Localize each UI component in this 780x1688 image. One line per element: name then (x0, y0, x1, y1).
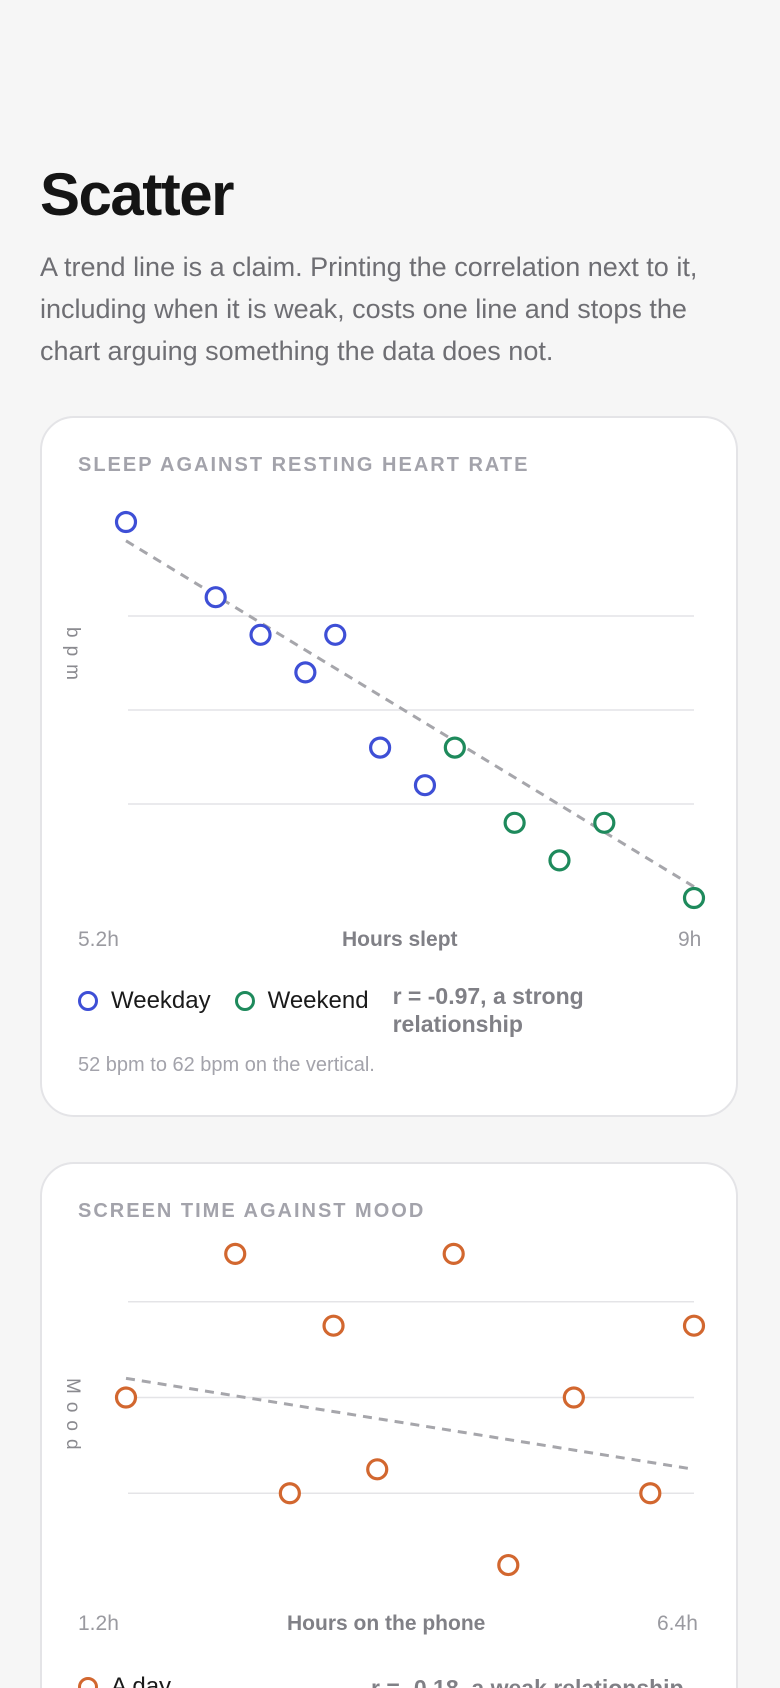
scatter-plot-sleep: bpm (62, 510, 706, 910)
page-intro: A trend line is a claim. Printing the co… (40, 252, 698, 366)
day-marker-icon (78, 1677, 98, 1688)
y-axis-label: bpm (62, 627, 83, 688)
data-point[interactable] (682, 886, 706, 910)
data-point[interactable] (224, 1242, 247, 1265)
data-point[interactable] (294, 661, 317, 684)
weekend-marker-icon (234, 991, 255, 1011)
legend-label: Weekend (267, 987, 369, 1014)
data-point[interactable] (503, 811, 526, 834)
correlation-note: r = -0.18, a weak relationship (371, 1675, 684, 1688)
correlation-note: r = -0.97, a strong relationship (392, 983, 584, 1037)
x-tick-max: 6.4h (657, 1612, 698, 1635)
chart-title: SLEEP AGAINST RESTING HEART RATE (78, 454, 530, 476)
x-tick-min: 1.2h (78, 1612, 119, 1635)
data-point[interactable] (369, 736, 392, 759)
x-tick-max: 9h (678, 928, 702, 951)
data-point[interactable] (639, 1482, 662, 1505)
data-point[interactable] (442, 1242, 465, 1265)
chart-title: SCREEN TIME AGAINST MOOD (78, 1200, 426, 1222)
x-axis-label: Hours on the phone (287, 1612, 486, 1635)
x-axis-label: Hours slept (342, 928, 458, 951)
y-axis-label: Mood (62, 1378, 83, 1458)
data-point[interactable] (682, 1314, 706, 1337)
legend-item-weekday: Weekday (78, 980, 211, 1022)
data-point[interactable] (278, 1482, 301, 1505)
data-point[interactable] (366, 1458, 389, 1481)
data-point[interactable] (413, 774, 437, 797)
legend: A day r = -0.18, a weak relationship (78, 1666, 711, 1688)
legend-item-weekend: Weekend (234, 980, 369, 1022)
data-point[interactable] (249, 623, 272, 646)
sleep-heart-rate-card: SLEEP AGAINST RESTING HEART RATE bpm 5.2… (40, 416, 738, 1117)
data-point[interactable] (593, 811, 616, 834)
data-point[interactable] (324, 623, 347, 646)
trend-line (125, 1376, 695, 1471)
data-point[interactable] (114, 510, 138, 534)
range-footnote: 52 bpm to 62 bpm on the vertical. (78, 1054, 375, 1076)
data-point[interactable] (562, 1386, 585, 1409)
scatter-plot-screen-time: Mood (62, 1242, 706, 1577)
legend: Weekday Weekend r = -0.97, a strong rela… (78, 980, 623, 1038)
data-point[interactable] (114, 1386, 138, 1409)
data-point[interactable] (548, 849, 571, 872)
data-point[interactable] (497, 1553, 520, 1577)
x-tick-min: 5.2h (78, 928, 119, 951)
page-title: Scatter (40, 161, 234, 228)
legend-label: Weekday (111, 987, 211, 1014)
legend-item-a-day: A day (78, 1666, 171, 1688)
weekday-marker-icon (78, 991, 98, 1011)
screen-time-mood-card: SCREEN TIME AGAINST MOOD Mood 1.2h Hours… (40, 1162, 738, 1688)
legend-label: A day (111, 1673, 172, 1688)
data-point[interactable] (322, 1314, 345, 1337)
data-point[interactable] (204, 586, 227, 609)
data-point[interactable] (443, 736, 466, 759)
